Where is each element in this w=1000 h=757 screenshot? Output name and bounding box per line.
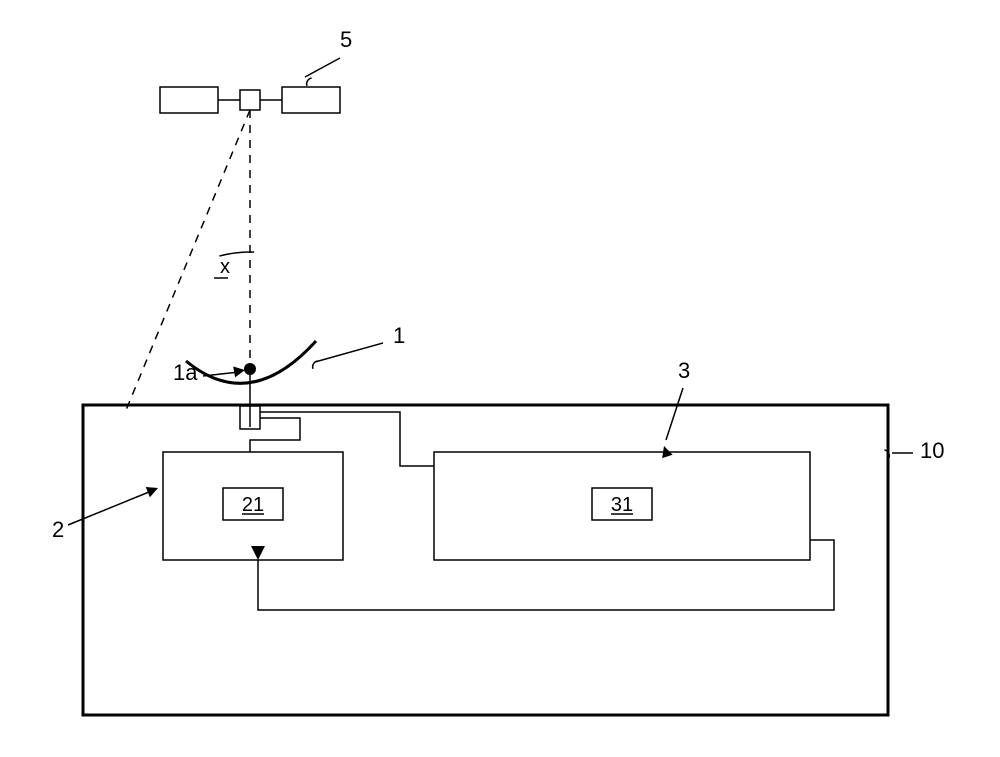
label-5: 5 — [340, 27, 352, 52]
label-1: 1 — [393, 323, 405, 348]
satellite-panel-left — [160, 87, 218, 113]
wire-ant-to-31 — [260, 412, 434, 466]
wire-31-to-21 — [258, 540, 834, 610]
block-31-label: 31 — [611, 494, 633, 516]
leader-3 — [666, 388, 683, 440]
antenna-dish — [186, 341, 316, 383]
label-x: x — [220, 256, 230, 278]
satellite-body — [240, 90, 260, 110]
label-10: 10 — [920, 438, 944, 463]
label-2: 2 — [52, 517, 64, 542]
label-3: 3 — [678, 358, 690, 383]
wire-ant-to-21 — [250, 418, 300, 452]
antenna-feed-dot — [244, 363, 256, 375]
block-21-label: 21 — [242, 494, 264, 516]
label-1a: 1a — [173, 360, 198, 385]
satellite-panel-right — [282, 87, 340, 113]
leader-2 — [68, 490, 154, 525]
leader-5 — [305, 58, 340, 77]
leader-1 — [315, 343, 383, 362]
